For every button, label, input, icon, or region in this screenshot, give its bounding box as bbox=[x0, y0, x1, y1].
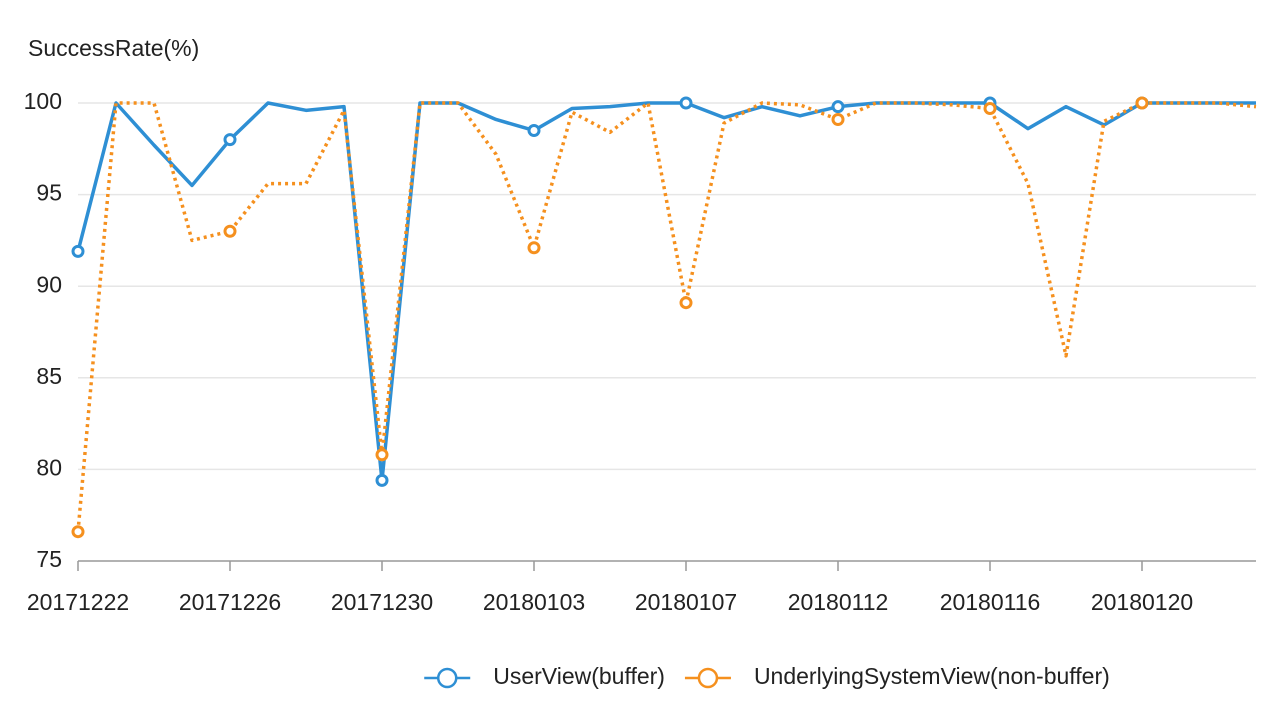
data-point bbox=[983, 101, 997, 115]
data-point bbox=[831, 112, 845, 126]
x-tick-label: 20180120 bbox=[1091, 589, 1193, 615]
y-tick-label: 95 bbox=[36, 180, 62, 206]
y-tick-label: 75 bbox=[36, 546, 62, 572]
data-point bbox=[831, 100, 845, 114]
x-tick-label: 20171226 bbox=[179, 589, 281, 615]
y-tick-label: 80 bbox=[36, 454, 62, 480]
series-line bbox=[76, 101, 1256, 483]
data-point bbox=[375, 473, 389, 487]
legend-item: UnderlyingSystemView(non-buffer) bbox=[684, 663, 1110, 689]
data-point bbox=[1135, 96, 1149, 110]
legend-label: UnderlyingSystemView(non-buffer) bbox=[754, 663, 1110, 689]
y-tick-label: 90 bbox=[36, 271, 62, 297]
y-tick-label: 100 bbox=[24, 88, 62, 114]
x-tick-label: 20180116 bbox=[940, 589, 1041, 615]
legend-marker bbox=[436, 667, 458, 689]
x-tick-label: 20180103 bbox=[483, 589, 585, 615]
data-point bbox=[223, 133, 237, 147]
legend-marker bbox=[697, 667, 719, 689]
legend-label: UserView(buffer) bbox=[493, 663, 665, 689]
data-point bbox=[375, 448, 389, 462]
data-point bbox=[223, 224, 237, 238]
legend-item: UserView(buffer) bbox=[424, 663, 665, 689]
x-tick-label: 20180112 bbox=[788, 589, 889, 615]
x-tick-label: 20171230 bbox=[331, 589, 433, 615]
data-point bbox=[71, 244, 85, 258]
x-tick-label: 20180107 bbox=[635, 589, 737, 615]
y-tick-label: 85 bbox=[36, 363, 62, 389]
data-point bbox=[71, 525, 85, 539]
data-point bbox=[679, 96, 693, 110]
data-point bbox=[527, 123, 541, 137]
data-point bbox=[679, 296, 693, 310]
series-line bbox=[76, 101, 1257, 532]
data-point bbox=[527, 241, 541, 255]
chart-title: SuccessRate(%) bbox=[28, 35, 199, 61]
x-tick-label: 20171222 bbox=[27, 589, 129, 615]
